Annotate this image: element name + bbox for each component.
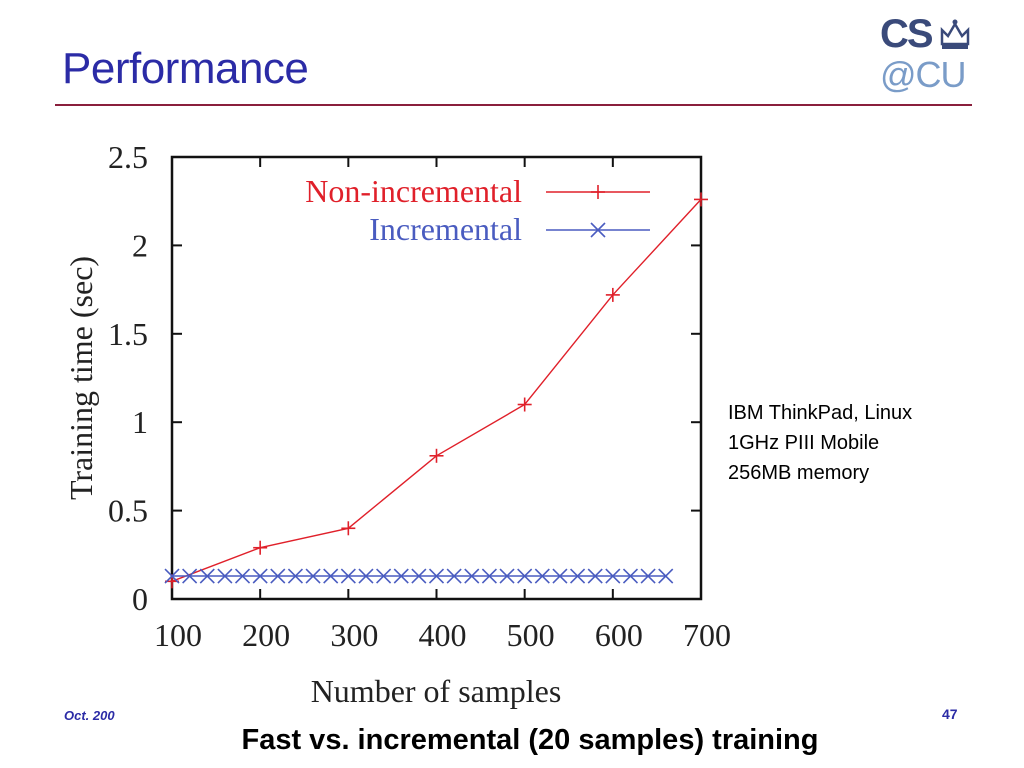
cross-marker	[270, 568, 286, 584]
cross-marker	[552, 568, 568, 584]
x-tick-label: 300	[330, 617, 378, 653]
cross-marker	[517, 568, 533, 584]
y-tick-label: 1	[132, 404, 148, 440]
cross-marker	[252, 568, 268, 584]
chart-series	[164, 192, 708, 589]
crown-icon	[940, 19, 970, 49]
logo-text-cu: @CU	[880, 54, 967, 95]
hardware-note: IBM ThinkPad, Linux 1GHz PIII Mobile 256…	[728, 398, 912, 488]
x-tick-label: 100	[154, 617, 202, 653]
cross-marker	[587, 568, 603, 584]
cross-marker	[534, 568, 550, 584]
cross-marker	[305, 568, 321, 584]
cross-marker	[570, 568, 586, 584]
cross-marker	[393, 568, 409, 584]
cross-marker	[217, 568, 233, 584]
cross-marker	[199, 568, 215, 584]
logo-text-cs: CS	[880, 12, 934, 56]
cross-marker	[499, 568, 515, 584]
x-tick-label: 500	[507, 617, 555, 653]
x-tick-label: 600	[595, 617, 643, 653]
cross-marker	[481, 568, 497, 584]
x-tick-label: 700	[683, 617, 731, 653]
y-tick-label: 2.5	[108, 139, 148, 175]
hardware-note-line: 256MB memory	[728, 462, 870, 484]
cross-marker	[605, 568, 621, 584]
page-number: 47	[942, 706, 958, 722]
cross-marker	[234, 568, 251, 584]
cross-marker	[411, 568, 427, 584]
series-incremental	[164, 568, 674, 584]
cross-marker	[464, 568, 480, 584]
cross-marker	[446, 568, 462, 584]
hardware-note-line: IBM ThinkPad, Linux	[728, 402, 913, 424]
y-tick-label: 2	[132, 227, 148, 263]
chart-ticks: 100 200 300 400 500 600 700 0 0.5 1 1.5 2 2.5	[108, 139, 731, 653]
y-axis-label: Training time (sec)	[63, 256, 99, 500]
cross-marker	[182, 568, 198, 584]
cross-marker	[622, 568, 639, 584]
cross-marker	[376, 568, 392, 584]
cross-marker	[340, 568, 356, 584]
cross-marker	[164, 568, 180, 584]
cross-marker	[640, 568, 656, 584]
x-axis-label: Number of samples	[311, 673, 562, 709]
cross-marker	[428, 568, 445, 584]
cross-marker	[287, 568, 303, 584]
cross-marker	[358, 568, 374, 584]
slide-title: Performance	[62, 44, 309, 93]
hardware-note-line: 1GHz PIII Mobile	[728, 432, 880, 454]
title-divider	[55, 104, 972, 106]
series-non-incremental	[165, 192, 708, 589]
cross-marker	[323, 568, 339, 584]
y-tick-label: 0	[132, 581, 148, 617]
cs-cu-logo: CS @CU	[876, 12, 976, 96]
slide-caption: Fast vs. incremental (20 samples) traini…	[241, 724, 819, 756]
cross-marker	[658, 568, 674, 584]
x-tick-label: 200	[242, 617, 290, 653]
legend-label: Non-incremental	[305, 173, 522, 209]
y-tick-label: 0.5	[108, 493, 148, 529]
footer-date: Oct. 200	[64, 708, 115, 723]
legend-label: Incremental	[369, 211, 522, 247]
y-tick-label: 1.5	[108, 316, 148, 352]
series-line	[171, 198, 702, 582]
x-tick-label: 400	[419, 617, 467, 653]
cross-marker	[590, 222, 606, 238]
